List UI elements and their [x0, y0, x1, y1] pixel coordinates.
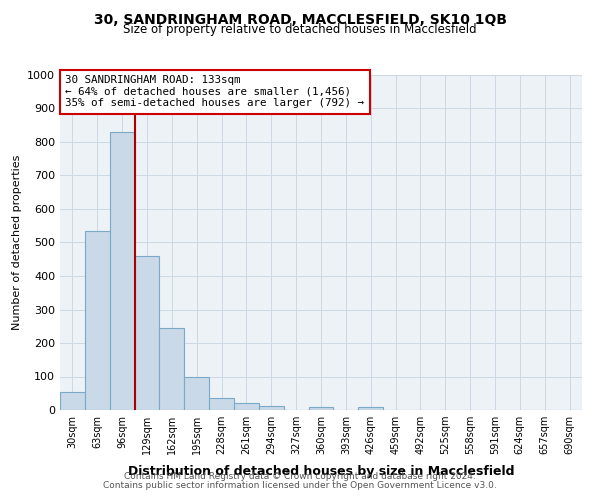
Bar [209, 398, 234, 410]
Y-axis label: Number of detached properties: Number of detached properties [11, 155, 22, 330]
Bar [110, 132, 134, 410]
Bar [134, 256, 160, 410]
Text: Contains public sector information licensed under the Open Government Licence v3: Contains public sector information licen… [103, 481, 497, 490]
Text: Contains HM Land Registry data © Crown copyright and database right 2024.: Contains HM Land Registry data © Crown c… [124, 472, 476, 481]
Text: Size of property relative to detached houses in Macclesfield: Size of property relative to detached ho… [123, 22, 477, 36]
Bar [184, 376, 209, 410]
Bar [60, 392, 85, 410]
Bar [85, 231, 110, 410]
Bar [160, 328, 184, 410]
Text: 30, SANDRINGHAM ROAD, MACCLESFIELD, SK10 1QB: 30, SANDRINGHAM ROAD, MACCLESFIELD, SK10… [94, 12, 506, 26]
Bar [308, 408, 334, 410]
Bar [358, 408, 383, 410]
Bar [259, 406, 284, 410]
X-axis label: Distribution of detached houses by size in Macclesfield: Distribution of detached houses by size … [128, 466, 514, 478]
Bar [234, 402, 259, 410]
Text: 30 SANDRINGHAM ROAD: 133sqm
← 64% of detached houses are smaller (1,456)
35% of : 30 SANDRINGHAM ROAD: 133sqm ← 64% of det… [65, 75, 364, 108]
